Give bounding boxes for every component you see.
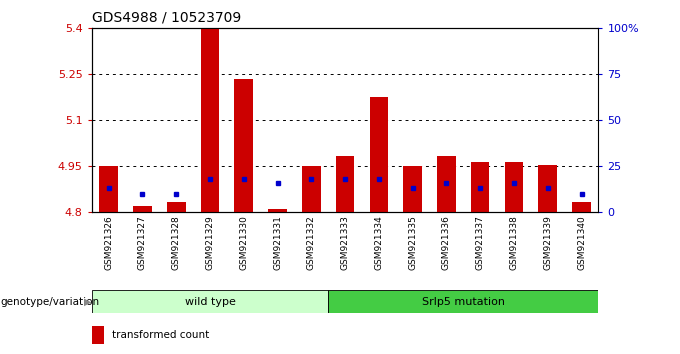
Text: GSM921327: GSM921327 [138, 216, 147, 270]
Text: GSM921329: GSM921329 [205, 216, 214, 270]
Text: ▶: ▶ [84, 297, 91, 307]
Bar [99, 166, 118, 212]
Text: GSM921330: GSM921330 [239, 216, 248, 270]
Text: genotype/variation: genotype/variation [1, 297, 100, 307]
Bar [328, 290, 598, 313]
Bar [437, 156, 456, 212]
Text: transformed count: transformed count [112, 330, 209, 340]
Bar [403, 166, 422, 212]
Text: GSM921339: GSM921339 [543, 216, 552, 270]
Text: GSM921333: GSM921333 [341, 216, 350, 270]
Text: GSM921334: GSM921334 [375, 216, 384, 270]
Text: GSM921328: GSM921328 [172, 216, 181, 270]
Text: GSM921335: GSM921335 [408, 216, 417, 270]
Bar [167, 202, 186, 212]
Bar [505, 162, 523, 212]
Bar [133, 206, 152, 212]
Bar [471, 162, 490, 212]
Bar [573, 202, 591, 212]
Text: Srlp5 mutation: Srlp5 mutation [422, 297, 505, 307]
Bar [92, 326, 104, 344]
Text: wild type: wild type [184, 297, 235, 307]
Text: GSM921340: GSM921340 [577, 216, 586, 270]
Text: GSM921336: GSM921336 [442, 216, 451, 270]
Text: GSM921338: GSM921338 [509, 216, 518, 270]
Bar [302, 166, 320, 212]
Text: GSM921326: GSM921326 [104, 216, 113, 270]
Bar [539, 165, 557, 212]
Bar [235, 79, 253, 212]
Text: GSM921332: GSM921332 [307, 216, 316, 270]
Bar [92, 290, 328, 313]
Bar [370, 97, 388, 212]
Text: GSM921337: GSM921337 [476, 216, 485, 270]
Bar [269, 209, 287, 212]
Text: GDS4988 / 10523709: GDS4988 / 10523709 [92, 10, 241, 24]
Bar [201, 28, 219, 212]
Bar [336, 156, 354, 212]
Text: GSM921331: GSM921331 [273, 216, 282, 270]
